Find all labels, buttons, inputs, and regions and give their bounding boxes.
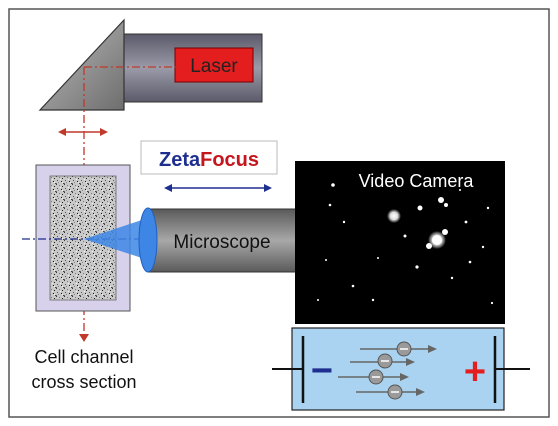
migrating-particle-3 — [338, 369, 409, 385]
minus-sign: − — [311, 350, 333, 392]
video-camera-label: Video Camera — [359, 171, 475, 191]
laser-label: Laser — [190, 56, 238, 77]
plus-sign: + — [464, 351, 486, 393]
zetafocus-logo: ZetaFocus — [140, 140, 278, 175]
migrating-particle-1 — [360, 341, 437, 357]
particles — [317, 183, 494, 305]
brand-focus: Focus — [200, 149, 259, 171]
beam-arrowhead — [79, 334, 89, 342]
focus-arrow — [164, 184, 272, 192]
microscope-label: Microscope — [173, 232, 270, 253]
cell-channel-caption-line1: Cell channel — [34, 347, 133, 367]
prism-scan-arrow — [58, 128, 108, 136]
light-cone — [84, 218, 148, 260]
prism — [38, 18, 125, 111]
microscope-tube — [147, 208, 299, 273]
laser-box — [174, 47, 254, 83]
microscope: Microscope — [138, 207, 299, 273]
microscope-lens — [138, 207, 158, 273]
svg-text:ZetaFocus: ZetaFocus — [159, 149, 259, 171]
cell-channel-caption-line2: cross section — [31, 372, 136, 392]
migrating-particle-2 — [350, 353, 415, 369]
electrophoresis-panel: − + — [272, 327, 530, 411]
migrating-particle-4 — [356, 384, 425, 400]
video-camera-view: Video Camera — [295, 161, 505, 324]
laser-assembly: Laser — [38, 18, 263, 111]
brand-zeta: Zeta — [159, 149, 201, 171]
